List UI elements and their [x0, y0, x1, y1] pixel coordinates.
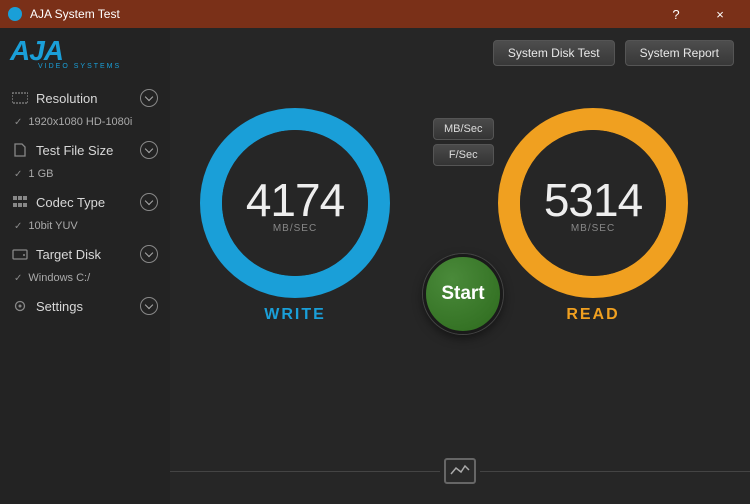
filesize-value: 1 GB — [8, 164, 162, 188]
top-buttons: System Disk Test System Report — [493, 40, 734, 66]
write-label: WRITE — [200, 306, 390, 324]
sidebar-item-disk[interactable]: Target Disk — [8, 240, 162, 268]
resolution-icon — [12, 91, 28, 105]
resolution-value: 1920x1080 HD-1080i — [8, 112, 162, 136]
disk-icon — [12, 247, 28, 261]
chevron-down-icon — [140, 141, 158, 159]
report-button[interactable]: System Report — [625, 40, 734, 66]
chevron-down-icon — [140, 297, 158, 315]
title-bar: AJA System Test ? × — [0, 0, 750, 28]
read-gauge: 5314 MB/SEC READ — [498, 108, 688, 298]
unit-buttons: MB/Sec F/Sec — [433, 118, 494, 166]
codec-icon — [12, 195, 28, 209]
close-button[interactable]: × — [698, 7, 742, 22]
sidebar: AJA VIDEO SYSTEMS Resolution 1920x1080 H… — [0, 28, 170, 504]
write-gauge: 4174 MB/SEC WRITE — [200, 108, 390, 298]
write-value: 4174 — [246, 173, 344, 227]
app-icon — [8, 7, 22, 21]
start-button[interactable]: Start — [423, 254, 503, 334]
window-title: AJA System Test — [30, 7, 654, 21]
read-label: READ — [498, 306, 688, 324]
app-body: AJA VIDEO SYSTEMS Resolution 1920x1080 H… — [0, 28, 750, 504]
sidebar-item-filesize[interactable]: Test File Size — [8, 136, 162, 164]
logo: AJA VIDEO SYSTEMS — [10, 38, 162, 70]
codec-value: 10bit YUV — [8, 216, 162, 240]
mbsec-button[interactable]: MB/Sec — [433, 118, 494, 140]
write-unit: MB/SEC — [273, 223, 317, 234]
help-button[interactable]: ? — [654, 7, 698, 22]
bottom-bar — [170, 456, 750, 486]
graph-icon[interactable] — [444, 458, 476, 484]
gear-icon — [12, 299, 28, 313]
main-panel: System Disk Test System Report MB/Sec F/… — [170, 28, 750, 504]
sidebar-item-codec[interactable]: Codec Type — [8, 188, 162, 216]
sidebar-item-settings[interactable]: Settings — [8, 292, 162, 320]
chevron-down-icon — [140, 89, 158, 107]
fsec-button[interactable]: F/Sec — [433, 144, 494, 166]
read-value: 5314 — [544, 173, 642, 227]
chevron-down-icon — [140, 193, 158, 211]
chevron-down-icon — [140, 245, 158, 263]
sidebar-item-resolution[interactable]: Resolution — [8, 84, 162, 112]
read-unit: MB/SEC — [571, 223, 615, 234]
file-icon — [12, 143, 28, 157]
disk-value: Windows C:/ — [8, 268, 162, 292]
disk-test-button[interactable]: System Disk Test — [493, 40, 615, 66]
